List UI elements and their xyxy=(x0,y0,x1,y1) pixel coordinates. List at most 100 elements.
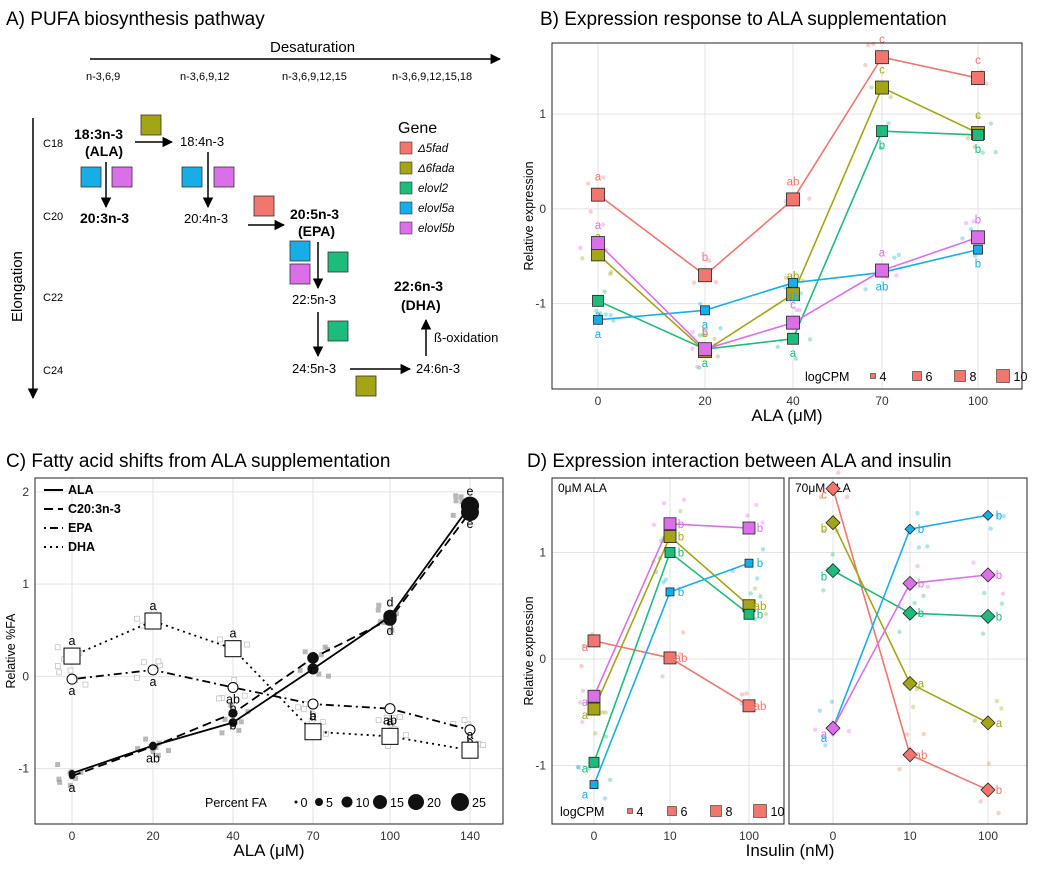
panel-b-point-elovl5b xyxy=(875,263,889,278)
node-20-3: 20:3n-3 xyxy=(80,210,129,226)
panel-c-legend-label-dha: DHA xyxy=(68,540,95,554)
panel-d-facet-2-point-elovl5b xyxy=(980,567,996,583)
panel-c-point-epa xyxy=(147,664,159,676)
panel-d-facet-2-replicate-point xyxy=(904,732,910,737)
panel-d-facet-1-significance-letter: ab xyxy=(675,653,688,665)
panel-d-facet-1-point-elovl5b xyxy=(663,517,677,531)
panel-b-significance-letter: b xyxy=(975,144,981,156)
panel-c-replicate-point xyxy=(67,667,74,674)
panel-b-point-elovl5b xyxy=(786,315,800,330)
panel-b-size-legend-title: logCPM xyxy=(805,370,849,384)
gene-legend-label-d5fad: Δ5fad xyxy=(417,143,449,155)
panel-c-x-tick-label: 70 xyxy=(306,829,320,843)
panel-c-replicate-point xyxy=(236,727,242,733)
panel-b-replicate-point xyxy=(869,85,874,90)
panel-d-facet-1-replicate-point xyxy=(745,513,750,518)
panel-b-replicate-point xyxy=(863,287,868,292)
panel-d-facet-2-point-elovl5b xyxy=(902,575,918,591)
panel-c-point-c20-3n-3 xyxy=(68,772,76,780)
panel-d-facet-1-replicate-point xyxy=(600,710,605,715)
panel-c-size-legend-key xyxy=(373,795,387,809)
panel-d-facet-2-replicate-point xyxy=(1001,513,1007,519)
panel-d-facet-1-x-tick-label: 10 xyxy=(663,829,677,843)
panel-b-replicate-point xyxy=(964,220,969,226)
panel-b-y-tick-label: 1 xyxy=(539,107,546,121)
panel-c-replicate-point xyxy=(458,494,464,500)
panel-c-replicate-point xyxy=(222,716,228,722)
panel-d-facet-2-significance-letter: ab xyxy=(915,750,928,762)
panel-d-facet-1-replicate-point xyxy=(603,710,608,715)
panel-d-facet-1-replicate-point xyxy=(678,508,683,514)
panel-b-size-legend-label: 6 xyxy=(926,370,933,384)
panel-c-replicate-point xyxy=(244,641,250,648)
panel-d-facet-2-significance-letter: a xyxy=(821,729,828,741)
panel-d-facet-1-replicate-point xyxy=(681,497,687,503)
panel-b-replicate-point xyxy=(984,81,989,86)
panel-c-plot-area xyxy=(35,478,503,824)
panel-d-facet-1-significance-letter: ab xyxy=(754,701,767,713)
panel-d-facet-2-significance-letter: b xyxy=(821,572,827,584)
panel-c-legend-label-epa: EPA xyxy=(68,521,93,535)
panel-d-facet-1-point-5fad xyxy=(742,699,756,713)
panel-b-point-5fad xyxy=(875,50,889,65)
panel-d-facet-1-y-tick-label: 0 xyxy=(539,652,546,666)
panel-c-replicate-point xyxy=(453,498,459,504)
panel-b-replicate-point xyxy=(878,146,884,151)
panel-d-facet-1-replicate-point xyxy=(581,643,586,649)
node-24-5: 24:5n-3 xyxy=(292,361,336,376)
panel-d-facet-2-replicate-point xyxy=(994,698,1000,704)
panel-c-replicate-point xyxy=(302,649,308,655)
panel-d-facet-2-significance-letter: b xyxy=(918,524,924,536)
elongation-label: Elongation xyxy=(9,251,26,322)
panel-d-facet-2-replicate-point xyxy=(982,590,987,596)
panel-b-significance-letter: b xyxy=(975,214,981,226)
gene-legend: Δ5fad Δ6fada elovl2 elovl5a elovl5b xyxy=(399,141,455,235)
panel-d-facet-1-significance-letter: a xyxy=(582,697,589,709)
panel-d-facet-1-replicate-point xyxy=(744,691,749,696)
panel-c-significance-letter: d xyxy=(387,624,394,638)
panel-d-facet-2-significance-letter: c xyxy=(821,490,827,502)
panel-b-x-tick-label: 100 xyxy=(968,394,988,408)
panel-b-replicate-point xyxy=(713,279,719,285)
panel-c-size-legend-label: 5 xyxy=(326,796,333,810)
panel-b-replicate-point xyxy=(972,144,977,150)
panel-c-series-line-epa xyxy=(71,669,471,731)
panel-b-replicate-point xyxy=(892,255,897,260)
panel-d-size-legend-label: 4 xyxy=(637,805,644,819)
panel-b-point-elovl2 xyxy=(876,125,888,138)
panel-d-facet-1-point-6fada xyxy=(663,530,677,543)
panel-c-significance-letter: b xyxy=(230,702,237,716)
panel-b-point-elovl5b xyxy=(591,236,605,250)
panel-b-replicate-point xyxy=(715,354,720,359)
panel-c-replicate-point xyxy=(316,671,322,677)
panel-b-replicate-point xyxy=(695,364,700,369)
panel-c-point-dha xyxy=(304,723,322,741)
panel-d-facet-1-replicate-point xyxy=(580,719,585,725)
panel-c-size-legend-label: 20 xyxy=(427,796,441,810)
node-24-6: 24:6n-3 xyxy=(416,361,460,376)
node-dha-name: (DHA) xyxy=(401,297,441,313)
panel-d-facet-1-replicate-point xyxy=(763,611,769,617)
panel-d-facet-2-replicate-point xyxy=(972,718,978,723)
panel-d-facet-2-replicate-point xyxy=(836,470,841,475)
panel-d-facet-1-significance-letter: b xyxy=(678,548,684,560)
panel-c-replicate-point xyxy=(78,769,84,775)
panel-a: A) PUFA biosynthesis pathway Desaturatio… xyxy=(6,9,502,400)
panel-d-facet-1-replicate-point xyxy=(663,577,668,582)
enzyme-box-elovl2-2 xyxy=(327,320,349,342)
panel-b-point-5fad xyxy=(971,71,985,85)
panel-c-replicate-point xyxy=(165,748,171,754)
panel-d-facet-2-replicate-point xyxy=(812,727,818,732)
panel-c-replicate-point xyxy=(219,730,225,736)
panel-c-x-tick-label: 140 xyxy=(460,829,480,843)
panel-d-facet-1-replicate-point xyxy=(758,594,763,599)
panel-b-significance-letter: b xyxy=(702,328,708,340)
enzyme-box-elovl5a-2 xyxy=(181,166,203,188)
panel-c-significance-letter: c xyxy=(310,663,316,677)
node-ala: 18:3n-3 xyxy=(74,126,123,142)
panel-d-facet-2-x-tick-label: 100 xyxy=(978,829,998,843)
panel-d-facet-1-replicate-point xyxy=(660,674,665,679)
panel-b-replicate-point xyxy=(965,136,971,141)
panel-c-replicate-point xyxy=(325,673,331,679)
